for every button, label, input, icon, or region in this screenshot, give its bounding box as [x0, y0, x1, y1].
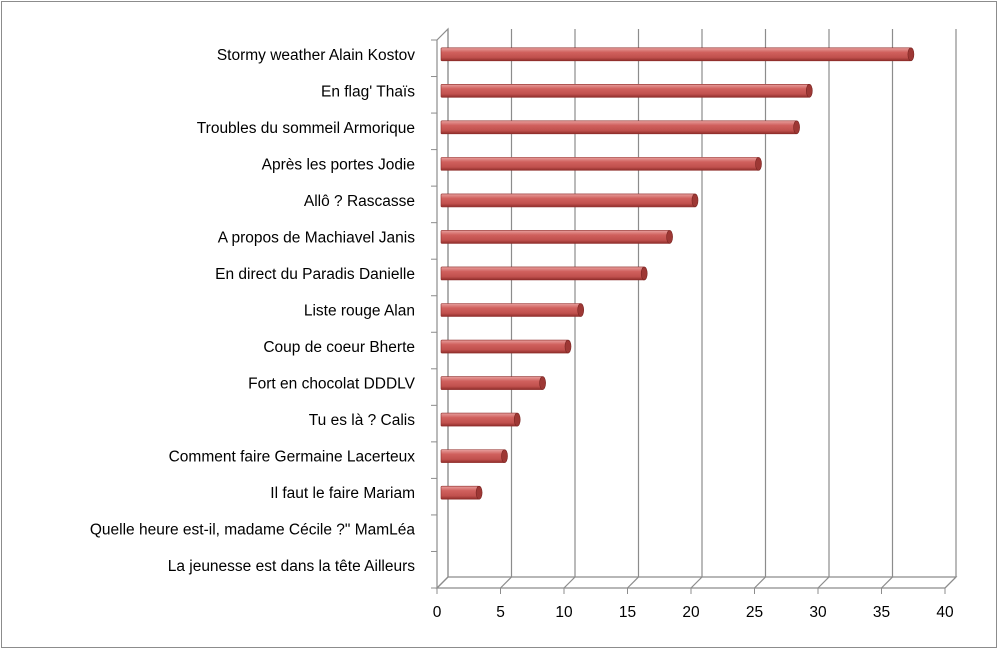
bar — [440, 485, 480, 500]
bar — [440, 449, 505, 463]
category-label: Stormy weather Alain Kostov — [217, 47, 415, 64]
category-label: Quelle heure est-il, madame Cécile ?" Ma… — [90, 522, 416, 539]
bar — [440, 193, 696, 208]
category-label: En flag' Thaïs — [321, 83, 415, 100]
bar — [440, 47, 912, 62]
bar — [440, 230, 670, 244]
category-label: A propos de Machiavel Janis — [218, 229, 416, 246]
bar-cap — [805, 84, 813, 98]
x-tick-label: 20 — [682, 604, 700, 621]
bar-cap — [755, 157, 762, 171]
x-tick-label: 35 — [873, 604, 890, 621]
floor-gridline — [690, 576, 703, 589]
x-tick-label: 15 — [619, 604, 636, 621]
category-label: Troubles du sommeil Armorique — [197, 120, 415, 137]
x-tick-label: 5 — [496, 604, 505, 621]
bar-cap — [564, 339, 572, 354]
bar-cap — [501, 449, 508, 463]
category-label: Comment faire Germaine Lacerteux — [169, 449, 416, 466]
bar-cap — [539, 376, 546, 390]
bar — [440, 120, 797, 135]
category-label: La jeunesse est dans la tête Ailleurs — [168, 558, 416, 575]
bar-cap — [793, 120, 800, 135]
bar — [440, 266, 645, 281]
bar — [440, 376, 543, 390]
category-label: Liste rouge Alan — [304, 303, 415, 320]
bar — [440, 84, 810, 98]
x-tick-label: 10 — [555, 604, 573, 621]
floor-gridline — [754, 576, 766, 589]
category-label: Il faut le faire Mariam — [270, 485, 415, 502]
category-label: Après les portes Jodie — [262, 156, 415, 173]
category-label: Tu es là ? Calis — [309, 412, 415, 429]
category-label: Coup de coeur Bherte — [263, 339, 415, 356]
bar — [440, 157, 759, 171]
bar-cap — [691, 193, 699, 208]
x-tick-label: 25 — [746, 604, 763, 621]
gridlines — [436, 29, 957, 594]
category-label: En direct du Paradis Danielle — [215, 266, 415, 283]
x-tick-label: 40 — [936, 604, 954, 621]
bar — [440, 339, 569, 354]
x-tick-label: 30 — [809, 604, 827, 621]
bar-cap — [475, 485, 483, 500]
bar-cap — [577, 303, 585, 317]
bar-cap — [513, 412, 521, 427]
bar-cap — [666, 230, 673, 244]
category-label: Fort en chocolat DDDLV — [248, 376, 415, 393]
x-tick-label: 0 — [433, 604, 442, 621]
category-label: Allô ? Rascasse — [304, 193, 415, 210]
floor-gridline — [881, 576, 893, 589]
floor-gridline — [817, 576, 830, 589]
category-labels: Stormy weather Alain Kostov En flag' Thaï… — [90, 47, 416, 575]
floor-gridline — [944, 576, 957, 589]
bar — [440, 412, 518, 427]
floor-gridline — [436, 576, 449, 589]
bar-cap — [640, 266, 648, 281]
x-tick-labels: 0 5 10 15 20 25 30 35 40 — [433, 604, 954, 621]
bars — [440, 47, 915, 500]
floor-gridline — [627, 576, 639, 589]
floor-gridline — [563, 576, 576, 589]
floor-gridline — [500, 576, 512, 589]
bar-cap — [907, 47, 915, 62]
bar — [440, 303, 581, 317]
